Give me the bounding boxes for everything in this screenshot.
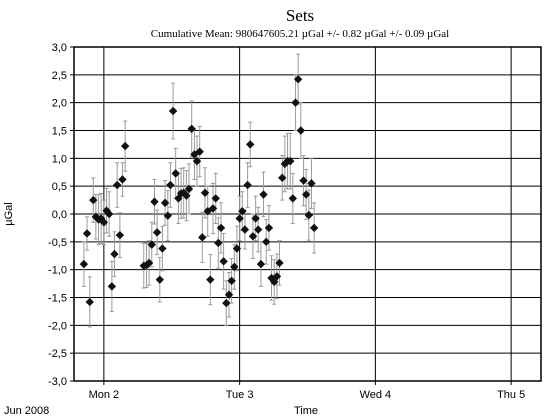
data-point bbox=[232, 244, 242, 253]
y-tick-label: 1,5 bbox=[52, 126, 67, 138]
x-date-label: Jun 2008 bbox=[4, 405, 49, 417]
data-point bbox=[192, 156, 202, 166]
y-tick-label: 1,0 bbox=[52, 153, 67, 165]
data-point bbox=[224, 290, 234, 299]
x-axis-label: Time bbox=[294, 405, 318, 417]
y-tick-label: 2,0 bbox=[52, 98, 67, 110]
data-point bbox=[286, 156, 295, 166]
data-point bbox=[291, 98, 300, 107]
data-point bbox=[246, 140, 255, 149]
data-point bbox=[230, 262, 239, 272]
chart-subtitle: Cumulative Mean: 980647605.21 µGal +/- 0… bbox=[151, 28, 449, 40]
data-point bbox=[216, 223, 226, 233]
data-point bbox=[120, 141, 130, 151]
grid-lines bbox=[74, 46, 541, 382]
data-points bbox=[79, 75, 319, 308]
data-point bbox=[85, 297, 94, 307]
y-tick-label: -2,0 bbox=[48, 320, 67, 332]
data-point bbox=[248, 232, 258, 241]
y-tick-label: 2,5 bbox=[52, 70, 67, 82]
data-point bbox=[182, 191, 191, 200]
data-point bbox=[275, 258, 284, 268]
x-tick-label: Mon 2 bbox=[89, 389, 120, 401]
chart-title: Sets bbox=[286, 6, 314, 25]
x-tick-label: Wed 4 bbox=[360, 389, 392, 401]
y-axis-ticks: 3,0 2,5 2,0 1,5 1,0 0,5 0,0 -0,5 -1,0 -1,5 -2,0 -2,… bbox=[48, 42, 74, 388]
data-point bbox=[254, 225, 263, 234]
data-point bbox=[208, 204, 218, 213]
y-tick-label: -1,0 bbox=[48, 265, 67, 277]
data-point bbox=[272, 272, 282, 281]
data-point bbox=[238, 207, 247, 216]
x-axis-ticks: Mon 2 Tue 3 Wed 4 Thu 5 bbox=[89, 381, 525, 401]
data-point bbox=[309, 223, 319, 233]
data-point bbox=[304, 210, 314, 220]
data-point bbox=[293, 75, 303, 84]
data-point bbox=[219, 257, 228, 266]
y-tick-label: -0,5 bbox=[48, 237, 67, 249]
data-point bbox=[163, 211, 173, 220]
data-point bbox=[206, 275, 215, 284]
data-point bbox=[198, 233, 207, 242]
y-tick-label: -1,5 bbox=[48, 293, 67, 305]
y-tick-label: -3,0 bbox=[48, 376, 67, 388]
data-point bbox=[79, 259, 89, 269]
data-point bbox=[259, 190, 268, 199]
data-point bbox=[118, 175, 127, 184]
data-point bbox=[144, 258, 154, 268]
data-point bbox=[288, 194, 298, 203]
y-tick-label: -2,5 bbox=[48, 348, 67, 360]
data-point bbox=[107, 282, 117, 291]
data-point bbox=[307, 179, 316, 188]
data-point bbox=[168, 106, 178, 116]
y-tick-label: 0,5 bbox=[52, 181, 67, 193]
data-point bbox=[251, 214, 260, 223]
data-point bbox=[166, 180, 175, 190]
data-point bbox=[264, 223, 274, 233]
data-point bbox=[296, 126, 306, 135]
data-point bbox=[147, 240, 156, 249]
x-tick-label: Thu 5 bbox=[497, 389, 525, 401]
data-point bbox=[115, 230, 125, 240]
data-point bbox=[187, 124, 196, 134]
data-point bbox=[112, 180, 122, 190]
y-tick-label: 3,0 bbox=[52, 42, 67, 54]
data-point bbox=[150, 197, 159, 206]
data-point bbox=[152, 228, 162, 237]
data-point bbox=[240, 225, 250, 234]
data-point bbox=[235, 214, 244, 223]
data-point bbox=[301, 190, 311, 199]
data-point bbox=[256, 259, 266, 269]
data-point bbox=[222, 298, 231, 308]
data-point bbox=[89, 195, 98, 205]
data-point bbox=[200, 188, 210, 198]
x-tick-label: Tue 3 bbox=[226, 389, 254, 401]
data-point bbox=[160, 198, 170, 208]
data-point bbox=[211, 194, 220, 203]
y-tick-label: 0,0 bbox=[52, 209, 67, 221]
data-point bbox=[184, 184, 194, 194]
data-point bbox=[214, 238, 223, 248]
data-point bbox=[110, 249, 119, 259]
y-axis-label: µGal bbox=[3, 202, 15, 225]
data-point bbox=[262, 237, 271, 247]
data-point bbox=[243, 180, 252, 190]
data-point bbox=[299, 176, 308, 185]
data-point bbox=[195, 147, 204, 156]
data-point bbox=[278, 173, 287, 183]
data-point bbox=[155, 275, 164, 284]
data-point bbox=[99, 218, 109, 227]
data-point bbox=[158, 244, 167, 253]
data-point bbox=[82, 229, 92, 238]
data-point bbox=[171, 169, 180, 178]
data-point bbox=[227, 276, 236, 285]
data-point bbox=[104, 209, 114, 219]
data-point bbox=[102, 206, 111, 215]
